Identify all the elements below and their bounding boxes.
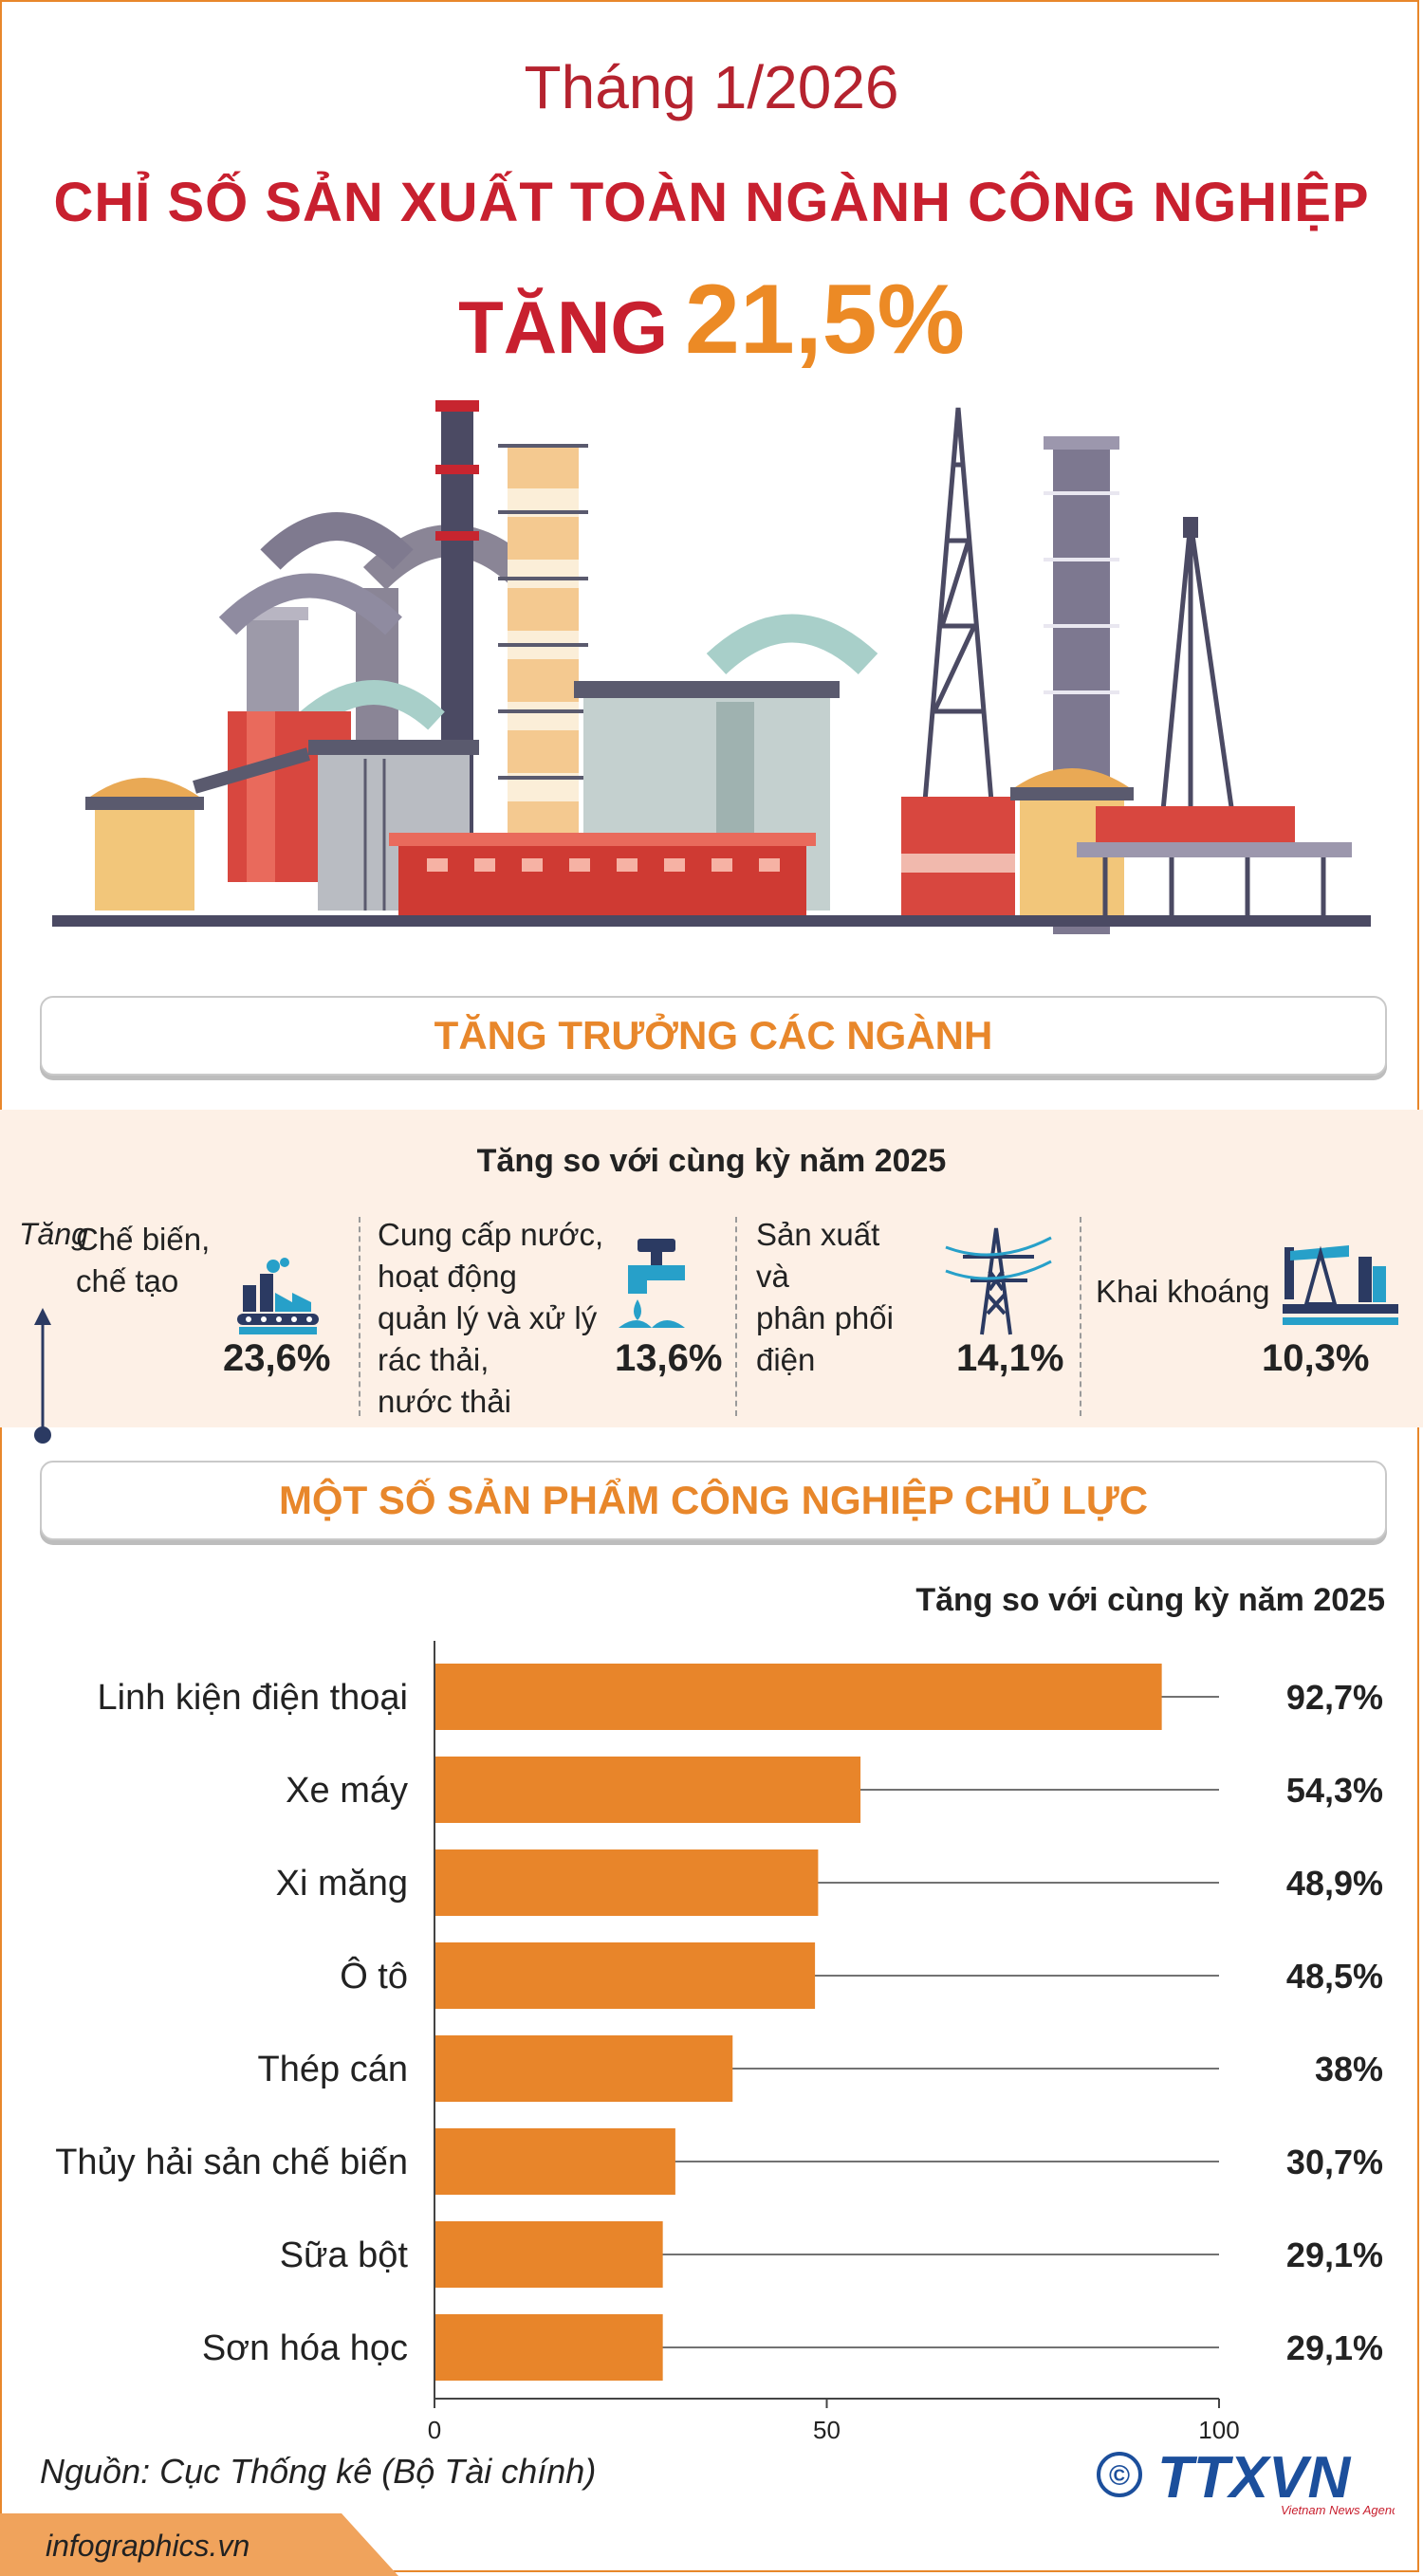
increase-axis-label: Tăng [19,1217,88,1251]
site-url: infographics.vn [46,2529,250,2563]
x-tick-label: 100 [1198,2416,1239,2444]
sector-name: Khai khoáng [1096,1274,1270,1309]
sector-name: Chế biến, chế tạo [76,1222,211,1298]
source-note: Nguồn: Cục Thống kê (Bộ Tài chính) [40,2452,597,2491]
sector-divider [735,1217,737,1416]
bar [434,1849,819,1916]
sector-name: Sản xuất và phân phối điện [756,1217,894,1377]
products-bar-chart: Linh kiện điện thoại 92,7% Xe máy 54,3% Xi m… [55,1641,1383,2444]
period-title: Tháng 1/2026 [524,53,899,121]
water-tap-icon [619,1239,685,1328]
increase-arrow-icon [34,1308,51,1444]
x-tick-label: 50 [813,2416,841,2444]
category-label: Ô tô [340,1955,408,1996]
ttxvn-logo: © TTXVN Vietnam News Agency [1097,2445,1395,2517]
bar [434,1757,861,1823]
headline: CHỈ SỐ SẢN XUẤT TOÀN NGÀNH CÔNG NGHIỆP [53,172,1370,233]
sector-subtitle: Tăng so với cùng kỳ năm 2025 [476,1143,947,1179]
logo-subtitle: Vietnam News Agency [1281,2503,1395,2517]
factory-icon [237,1258,319,1334]
sector-value: 13,6% [615,1337,723,1379]
category-label: Sữa bột [280,2236,409,2275]
value-label: 29,1% [1286,2236,1383,2274]
sector-band [0,1110,1423,1427]
logo-text: TTXVN [1157,2445,1351,2511]
growth-word: TĂNG [458,285,669,369]
value-label: 48,9% [1286,1864,1383,1903]
bar [434,1942,816,2009]
category-label: Thủy hải sản chế biến [55,2143,408,2182]
bar [434,2035,733,2102]
factory-illustration [52,400,1371,934]
category-label: Thép cán [258,2050,408,2089]
oil-pump-icon [1283,1245,1398,1325]
sector-value: 23,6% [223,1337,331,1379]
growth-value: 21,5% [685,265,965,375]
bar [434,2314,663,2381]
copyright-symbol: © [1109,2460,1130,2492]
value-label: 38% [1315,2050,1383,2088]
sector-growth-banner: TĂNG TRƯỞNG CÁC NGÀNH [40,996,1387,1076]
value-label: 30,7% [1286,2143,1383,2181]
sector-name: Cung cấp nước, hoạt động quản lý và xử l… [378,1217,604,1419]
category-label: Linh kiện điện thoại [98,1678,408,1718]
category-label: Xi măng [276,1864,408,1904]
footer-bar [0,2513,398,2576]
bar [434,1664,1162,1730]
value-label: 29,1% [1286,2328,1383,2367]
sector-value: 14,1% [956,1337,1064,1379]
sector-value: 10,3% [1262,1337,1370,1379]
category-label: Sơn hóa học [202,2328,408,2368]
value-label: 54,3% [1286,1771,1383,1810]
sector-divider [1080,1217,1081,1416]
value-label: 92,7% [1286,1678,1383,1717]
bar [434,2128,675,2195]
sector-divider [359,1217,360,1416]
x-tick-label: 0 [428,2416,441,2444]
power-tower-icon [945,1227,1052,1335]
category-label: Xe máy [286,1771,408,1811]
chart-note: Tăng so với cùng kỳ năm 2025 [915,1582,1385,1618]
key-products-banner: MỘT SỐ SẢN PHẨM CÔNG NGHIỆP CHỦ LỰC [40,1461,1387,1540]
value-label: 48,5% [1286,1957,1383,1996]
headline-growth: TĂNG 21,5% [0,264,1423,377]
bar [434,2221,663,2288]
